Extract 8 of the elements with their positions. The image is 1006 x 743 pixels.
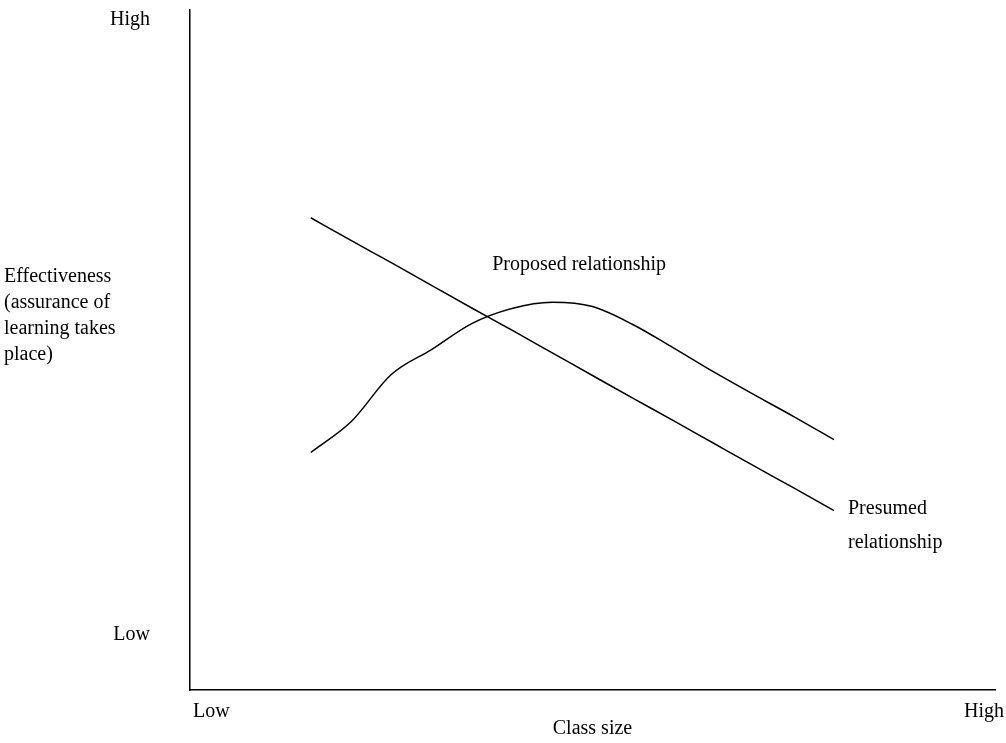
y-axis-title: Effectiveness (assurance of learning takes place) bbox=[4, 263, 117, 366]
x-axis-title: Class size bbox=[552, 716, 633, 739]
text: High bbox=[964, 699, 1004, 723]
series-label: Proposed relationship bbox=[492, 251, 667, 275]
text: Low bbox=[193, 699, 231, 722]
series-label: Presumed relationship bbox=[848, 495, 943, 553]
text: High bbox=[110, 7, 150, 31]
text: Low bbox=[113, 622, 151, 645]
